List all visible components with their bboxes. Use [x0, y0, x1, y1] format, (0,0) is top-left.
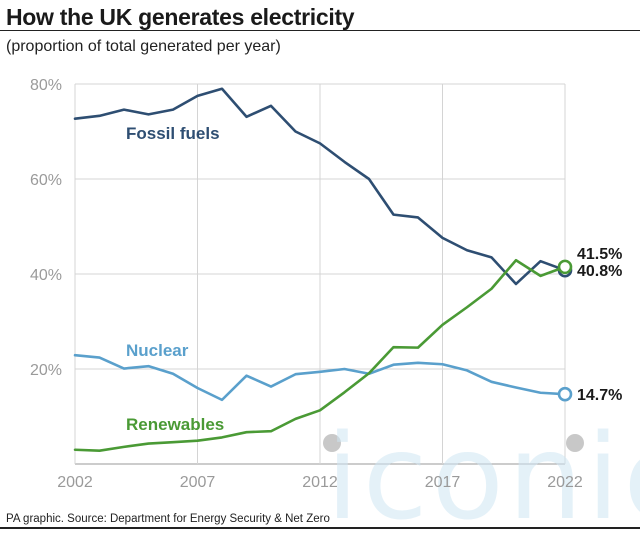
- watermark-dot: [566, 434, 584, 452]
- series-line: [73, 353, 567, 402]
- series-name-label: Nuclear: [126, 341, 189, 360]
- title-divider: [0, 30, 640, 31]
- series-name-label: Renewables: [126, 415, 224, 434]
- chart-title: How the UK generates electricity: [6, 4, 355, 30]
- series-lines: [73, 87, 573, 453]
- watermark-text: iconic: [326, 408, 640, 533]
- x-tick-label: 2017: [425, 474, 461, 491]
- watermark: iconic: [323, 408, 640, 533]
- end-point-marker: [557, 386, 573, 402]
- x-tick-label: 2007: [180, 474, 216, 491]
- source-note: PA graphic. Source: Department for Energ…: [6, 513, 330, 525]
- footer-divider: [0, 527, 640, 529]
- y-tick-label: 20%: [30, 362, 62, 379]
- chart-subtitle: (proportion of total generated per year): [6, 38, 281, 55]
- series-name-label: Fossil fuels: [126, 124, 220, 143]
- end-value-label: 14.7%: [577, 387, 622, 404]
- y-tick-label: 80%: [30, 77, 62, 94]
- series-line: [73, 87, 567, 286]
- axis-ticks: 20% 40% 60% 80% 2002 2007 2012 2017 2022: [30, 77, 583, 491]
- x-tick-label: 2002: [57, 474, 93, 491]
- y-tick-label: 40%: [30, 267, 62, 284]
- x-tick-label: 2012: [302, 474, 338, 491]
- end-point-marker: [557, 259, 573, 275]
- end-value-label: 41.5%: [577, 246, 622, 263]
- end-value-label: 40.8%: [577, 263, 622, 280]
- series-line: [73, 258, 567, 453]
- series-labels: 40.8% Fossil fuels 14.7% Nuclear 41.5% Renewa…: [126, 124, 622, 434]
- x-tick-label: 2022: [547, 474, 583, 491]
- y-tick-label: 60%: [30, 172, 62, 189]
- watermark-dot: [323, 434, 341, 452]
